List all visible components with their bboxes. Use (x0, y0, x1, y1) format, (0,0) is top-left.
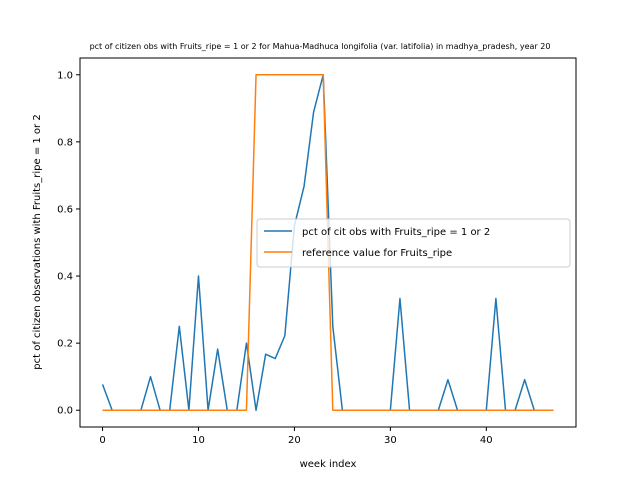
plot-area (79, 57, 577, 428)
chart-title: pct of citizen obs with Fruits_ripe = 1 … (90, 42, 551, 51)
legend-label-series-0: pct of cit obs with Fruits_ripe = 1 or 2 (302, 227, 490, 238)
legend-box (256, 218, 571, 268)
legend: pct of cit obs with Fruits_ripe = 1 or 2… (256, 218, 571, 268)
plot-frame (79, 57, 577, 428)
y-tick-label: 0.2 (57, 339, 73, 350)
y-tick-label: 0.6 (57, 204, 73, 215)
x-tick-label: 10 (192, 435, 205, 446)
x-tick-label: 30 (384, 435, 397, 446)
legend-label-series-1: reference value for Fruits_ripe (302, 248, 452, 259)
y-tick-label: 0.8 (57, 137, 73, 148)
x-tick-label: 40 (480, 435, 493, 446)
x-axis-ticks: 0 10 20 30 40 (99, 427, 493, 446)
x-tick-label: 0 (99, 435, 105, 446)
y-tick-label: 1.0 (57, 70, 73, 81)
y-axis-label: pct of citizen observations with Fruits_… (32, 114, 43, 369)
x-axis-label: week index (300, 459, 357, 470)
y-axis-ticks: 0.0 0.2 0.4 0.6 0.8 1.0 (57, 70, 80, 417)
y-tick-label: 0.4 (57, 272, 73, 283)
y-tick-label: 0.0 (57, 406, 73, 417)
x-tick-label: 20 (288, 435, 301, 446)
